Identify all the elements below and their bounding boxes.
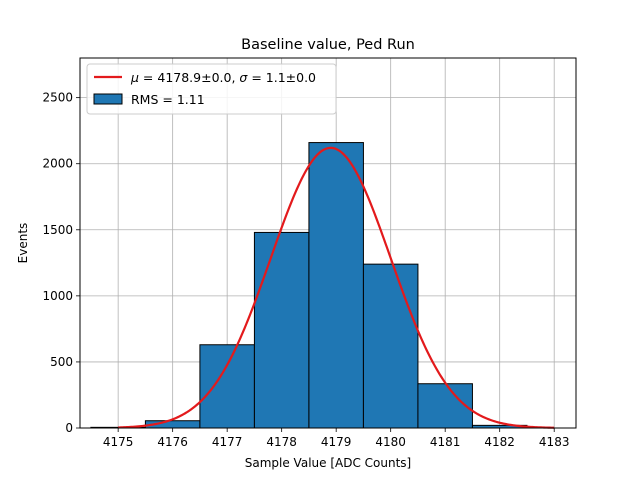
gaussian-fit xyxy=(118,146,555,429)
x-tick-label-2: 4177 xyxy=(212,435,243,449)
x-tick-label-0: 4175 xyxy=(103,435,134,449)
legend-mu-value: 4178.9±0.0 xyxy=(157,70,231,85)
x-tick-label-5: 4180 xyxy=(375,435,406,449)
y-axis-ticks: 0 500 1000 1500 2000 2500 xyxy=(42,91,80,435)
legend: μ = 4178.9±0.0, σ = 1.1±0.0 RMS = 1.11 xyxy=(86,63,337,115)
y-tick-label-3: 1500 xyxy=(42,223,73,237)
histogram-bar-6 xyxy=(417,383,473,429)
histogram-bar-5 xyxy=(362,263,419,429)
histogram-bar-3 xyxy=(253,231,310,429)
x-tick-label-8: 4183 xyxy=(539,435,570,449)
y-tick-label-1: 500 xyxy=(50,355,73,369)
x-tick-label-4: 4179 xyxy=(321,435,352,449)
histogram-bars xyxy=(90,142,528,429)
y-tick-label-0: 0 xyxy=(65,421,73,435)
x-tick-label-3: 4178 xyxy=(266,435,297,449)
y-tick-label-5: 2500 xyxy=(42,91,73,105)
legend-sigma-value: 1.1±0.0 xyxy=(266,70,316,85)
y-tick-label-4: 2000 xyxy=(42,157,73,171)
x-tick-label-6: 4181 xyxy=(430,435,461,449)
histogram-bar-2 xyxy=(199,344,255,429)
legend-box xyxy=(86,63,337,115)
legend-bar-swatch xyxy=(93,93,123,105)
plot-frame xyxy=(79,57,577,429)
x-tick-label-7: 4182 xyxy=(484,435,515,449)
legend-fit-label: μ = 4178.9±0.0, σ = 1.1±0.0 xyxy=(130,70,316,85)
legend-rms-label: RMS = 1.11 xyxy=(131,92,205,107)
y-tick-label-2: 1000 xyxy=(42,289,73,303)
chart-title: Baseline value, Ped Run xyxy=(241,37,415,53)
x-axis-ticks: 4175 4176 4177 4178 4179 4180 4181 4182 4183 xyxy=(103,428,570,449)
fit-curve xyxy=(118,146,555,429)
histogram-bar-4 xyxy=(308,142,364,429)
y-axis-label: Events xyxy=(16,223,30,264)
x-axis-label: Sample Value [ADC Counts] xyxy=(245,456,411,470)
x-tick-label-1: 4176 xyxy=(157,435,188,449)
